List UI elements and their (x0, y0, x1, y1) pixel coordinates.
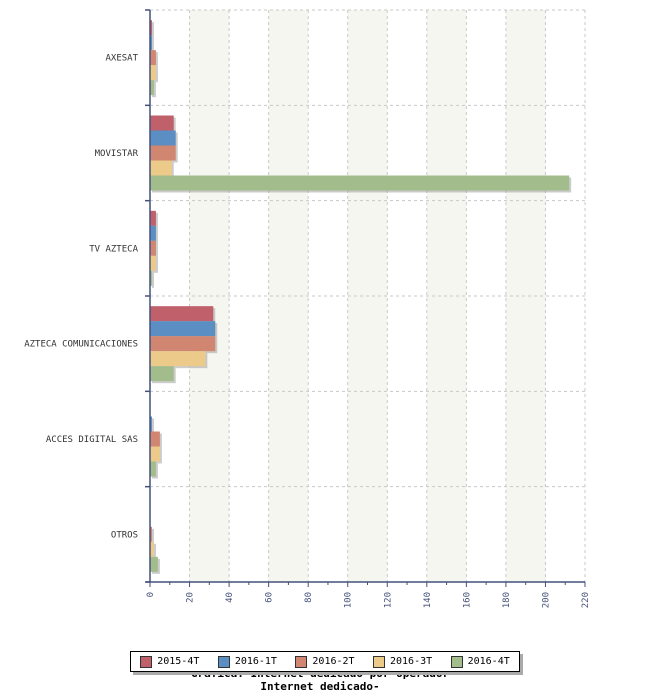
legend-label: 2015-4T (157, 656, 200, 667)
bar-2016-2T (150, 431, 160, 447)
bar-2015-4T (150, 115, 174, 131)
bar-2015-4T (150, 306, 214, 322)
x-tick-label: 100 (344, 592, 354, 608)
category-label: OTROS (111, 530, 138, 540)
legend-swatch (373, 655, 385, 668)
bar-2015-4T (150, 20, 152, 36)
x-tick-label: 120 (383, 592, 393, 608)
bar-2015-4T (150, 210, 156, 226)
bar-2016-3T (150, 65, 156, 81)
bar-shadow (152, 22, 154, 38)
category-label: MOVISTAR (95, 149, 139, 159)
bar-2016-2T (150, 145, 176, 161)
legend-label: 2016-2T (312, 656, 355, 667)
bar-2016-1T (150, 35, 152, 51)
bar-2016-4T (150, 175, 570, 191)
x-tick-label: 80 (304, 592, 314, 603)
x-tick-label: 220 (581, 592, 591, 608)
legend-swatch (450, 655, 463, 668)
legend-label: 2016-1T (234, 656, 277, 667)
bar-2016-1T (150, 416, 152, 432)
legend-swatch (217, 655, 230, 668)
bar-2016-1T (150, 225, 156, 241)
x-tick-label: 0 (146, 592, 156, 597)
x-tick-label: 140 (423, 592, 433, 608)
bar-2016-3T (150, 541, 154, 557)
bar-2016-2T (150, 240, 156, 256)
legend: 2015-4T 2016-1T 2016-2T 2016-3T 2016-4T (130, 651, 520, 672)
x-tick-label: 60 (265, 592, 275, 603)
bar-2016-1T (150, 130, 176, 146)
bar-2016-4T (150, 556, 158, 572)
legend-item: 2016-1T (217, 655, 277, 668)
bar-shadow (152, 528, 154, 544)
bar-chart: AXESAT MOVISTAR TV AZTECA AZTECA COMUNICACI… (24, 9, 591, 608)
bar-2016-2T (150, 336, 216, 352)
category-label: TV AZTECA (89, 244, 138, 254)
bar-2016-4T (150, 80, 154, 96)
bar-2016-2T (150, 50, 156, 66)
legend-item: 2016-2T (295, 655, 355, 668)
category-label: AZTECA COMUNICACIONES (24, 340, 138, 350)
bar-2016-3T (150, 255, 156, 271)
bar-shadow (152, 418, 154, 434)
legend-label: 2016-4T (467, 656, 510, 667)
legend-item: 2016-3T (373, 655, 433, 668)
bar-2016-4T (150, 270, 152, 286)
x-tick-label: 180 (502, 592, 512, 608)
bar-2016-3T (150, 446, 160, 462)
category-label: ACCES DIGITAL SAS (46, 435, 138, 445)
bar-2016-1T (150, 321, 216, 337)
chart-subtitle: Internet dedicado- (260, 680, 380, 693)
legend-label: 2016-3T (390, 656, 433, 667)
bar-2016-3T (150, 351, 206, 367)
bar-2016-4T (150, 461, 156, 477)
bar-2016-3T (150, 160, 172, 176)
x-tick-label: 20 (186, 592, 196, 603)
bar-shadow (152, 82, 156, 98)
x-tick-label: 200 (541, 592, 551, 608)
category-label: AXESAT (105, 54, 138, 64)
bar-shadow (152, 272, 154, 288)
bar-shadow (152, 543, 156, 559)
bar-2016-2T (150, 526, 152, 542)
x-tick-label: 160 (462, 592, 472, 608)
x-tick-label: 40 (225, 592, 235, 603)
legend-item: 2016-4T (450, 655, 510, 668)
legend-item: 2015-4T (140, 655, 200, 668)
bar-2016-4T (150, 366, 174, 382)
legend-swatch (295, 655, 308, 668)
bar-shadow (152, 37, 154, 53)
legend-swatch (140, 655, 153, 668)
